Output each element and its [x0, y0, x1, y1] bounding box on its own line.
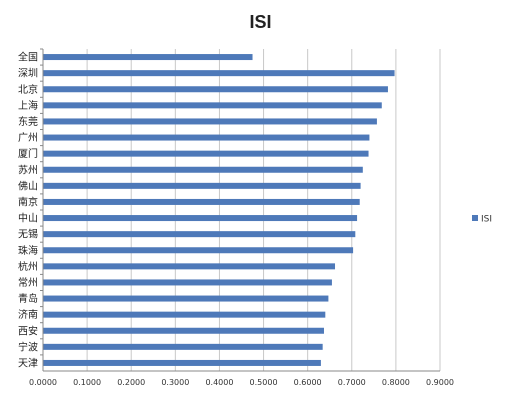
category-label: 全国 [18, 51, 38, 64]
category-label: 广州 [18, 132, 38, 144]
bar [43, 215, 358, 222]
bar [43, 231, 356, 238]
x-tick-label: 0.8000 [382, 378, 410, 387]
bar [43, 102, 382, 109]
category-label: 天津 [18, 357, 38, 369]
bar [43, 150, 369, 157]
category-label: 常州 [18, 276, 38, 289]
x-tick-label: 0.3000 [161, 378, 189, 387]
category-label: 南京 [18, 195, 38, 208]
bar [43, 134, 370, 141]
x-tick-label: 0.1000 [73, 378, 101, 387]
category-label: 佛山 [18, 179, 38, 192]
legend-label: ISI [481, 215, 492, 225]
category-label: 青岛 [18, 292, 38, 305]
bar [43, 343, 323, 350]
x-tick-label: 0.0000 [29, 378, 57, 387]
category-label: 无锡 [18, 228, 38, 241]
category-label: 深圳 [18, 68, 38, 80]
category-label: 宁波 [18, 340, 38, 353]
bar [43, 86, 388, 93]
x-tick-label: 0.5000 [250, 378, 278, 387]
bar [43, 247, 354, 254]
bar [43, 263, 336, 270]
bar [43, 295, 329, 302]
x-tick-label: 0.6000 [294, 378, 322, 387]
category-label: 东莞 [18, 115, 38, 128]
category-label: 济南 [18, 308, 38, 321]
category-label: 厦门 [18, 147, 38, 160]
category-label: 苏州 [18, 163, 38, 176]
chart-title: ISI [249, 12, 272, 32]
bar [43, 359, 321, 366]
bar [43, 54, 253, 61]
x-tick-label: 0.2000 [117, 378, 145, 387]
x-tick-label: 0.4000 [205, 378, 233, 387]
bar [43, 311, 326, 318]
bar [43, 182, 361, 189]
bar [43, 327, 324, 334]
category-label: 北京 [18, 83, 38, 96]
legend: ISI [472, 215, 492, 225]
grid-layer [86, 49, 441, 371]
category-label: 中山 [18, 212, 38, 225]
x-tick-label: 0.7000 [338, 378, 366, 387]
bar [43, 166, 363, 173]
category-label: 西安 [18, 324, 38, 337]
category-label: 上海 [18, 99, 38, 112]
bar [43, 279, 332, 286]
bar-layer [43, 54, 395, 366]
category-label: 珠海 [18, 244, 38, 257]
x-tick-label: 0.9000 [426, 378, 454, 387]
category-label: 杭州 [18, 260, 38, 273]
axis-layer: 0.0000 0.1000 0.2000 0.3000 0.4000 0.5000 0.60… [18, 48, 454, 387]
bar [43, 118, 377, 125]
legend-swatch [472, 215, 478, 221]
bar [43, 70, 395, 77]
bar [43, 198, 360, 205]
